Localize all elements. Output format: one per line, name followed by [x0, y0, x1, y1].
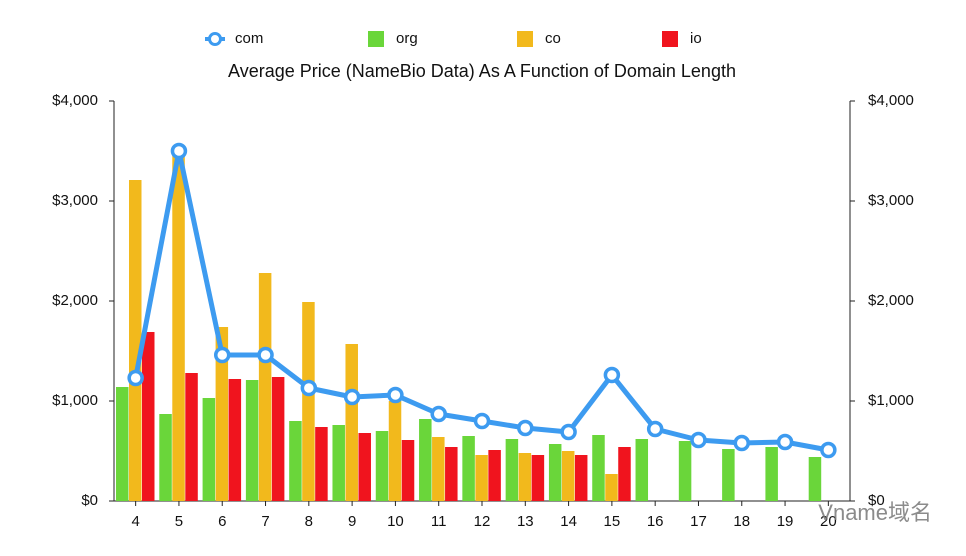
line-point: [603, 366, 621, 384]
bar: [561, 451, 575, 501]
bar: [202, 398, 216, 501]
bar: [618, 447, 631, 501]
x-tick-label: 19: [777, 513, 794, 530]
y2-tick-label: $0: [868, 492, 885, 509]
bar: [401, 440, 415, 501]
line-point: [300, 379, 318, 397]
line-point: [517, 419, 534, 437]
line-point: [646, 420, 664, 438]
bar: [475, 455, 488, 501]
line-point: [776, 433, 794, 451]
line-point: [213, 346, 231, 364]
bar: [289, 421, 302, 501]
legend-marker: [517, 31, 533, 47]
legend-label: co: [545, 30, 561, 47]
bar: [215, 327, 229, 501]
legend-label: com: [235, 30, 263, 47]
line-point: [733, 434, 751, 452]
x-tick-label: 6: [218, 513, 226, 530]
y2-tick-label: $2,000: [868, 292, 914, 309]
bar: [302, 302, 315, 501]
bar: [245, 380, 259, 501]
legend-marker: [208, 32, 222, 46]
bar: [548, 444, 562, 501]
legend-marker: [662, 31, 678, 47]
bar: [116, 387, 129, 501]
bar: [635, 439, 649, 501]
bar: [531, 455, 545, 501]
y-tick-label: $3,000: [52, 192, 98, 209]
bar: [462, 436, 475, 501]
x-tick-label: 11: [431, 513, 447, 530]
y2-tick-label: $3,000: [868, 192, 914, 209]
bar: [432, 437, 445, 501]
x-tick-label: 14: [560, 513, 577, 530]
y-tick-label: $2,000: [52, 292, 98, 309]
bar: [518, 453, 532, 501]
x-tick-label: 17: [690, 513, 707, 530]
y-tick-label: $4,000: [52, 92, 98, 109]
bar: [358, 433, 371, 501]
bar: [419, 419, 432, 501]
bar: [605, 474, 618, 501]
bar: [185, 373, 198, 501]
bar: [722, 449, 735, 501]
bar: [228, 379, 242, 501]
x-tick-label: 8: [305, 513, 313, 530]
bar: [271, 377, 285, 501]
bar: [808, 457, 822, 501]
x-tick-label: 9: [348, 513, 356, 530]
bar: [505, 439, 519, 501]
x-tick-label: 13: [517, 513, 534, 530]
bar: [172, 153, 185, 501]
bar: [315, 427, 328, 501]
bar: [258, 273, 272, 501]
line-point: [387, 386, 404, 404]
bar: [375, 431, 389, 501]
x-tick-label: 20: [820, 513, 837, 530]
x-tick-label: 10: [387, 513, 404, 530]
bar: [765, 447, 778, 501]
bar: [129, 180, 142, 501]
line-point: [560, 423, 577, 441]
line-point: [127, 369, 144, 387]
bar: [332, 425, 345, 501]
x-tick-label: 7: [261, 513, 269, 530]
line-point: [473, 412, 491, 430]
y2-tick-label: $1,000: [868, 392, 914, 409]
bar: [445, 447, 458, 501]
y2-tick-label: $4,000: [868, 92, 914, 109]
bar: [142, 332, 155, 501]
bar: [345, 344, 358, 501]
line-point: [690, 431, 707, 449]
line-point: [343, 388, 361, 406]
line-point: [257, 346, 274, 364]
x-tick-label: 16: [647, 513, 664, 530]
y-tick-label: $0: [81, 492, 98, 509]
bar: [488, 450, 501, 501]
line-point: [820, 441, 837, 459]
x-tick-label: 5: [175, 513, 183, 530]
line-point: [430, 405, 447, 423]
chart-title: Average Price (NameBio Data) As A Functi…: [228, 61, 736, 81]
bar: [574, 455, 588, 501]
watermark: Vname域名: [818, 500, 932, 525]
x-tick-label: 4: [131, 513, 139, 530]
x-tick-label: 18: [733, 513, 750, 530]
line-point: [170, 142, 188, 160]
bar: [592, 435, 605, 501]
legend-label: io: [690, 30, 702, 47]
bar: [388, 401, 402, 501]
bar: [159, 414, 172, 501]
x-tick-label: 12: [474, 513, 491, 530]
x-tick-label: 15: [604, 513, 621, 530]
bar: [678, 441, 692, 501]
legend-label: org: [396, 30, 418, 47]
legend-marker: [368, 31, 384, 47]
y-tick-label: $1,000: [52, 392, 98, 409]
